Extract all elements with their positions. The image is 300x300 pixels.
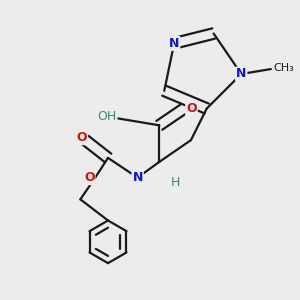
Text: H: H: [171, 176, 180, 189]
Text: O: O: [84, 171, 94, 184]
Text: N: N: [169, 37, 179, 50]
Text: OH: OH: [97, 110, 116, 123]
Text: CH₃: CH₃: [273, 63, 294, 73]
Text: N: N: [236, 68, 247, 80]
Text: O: O: [76, 131, 87, 144]
Text: N: N: [132, 171, 143, 184]
Text: O: O: [186, 102, 197, 115]
